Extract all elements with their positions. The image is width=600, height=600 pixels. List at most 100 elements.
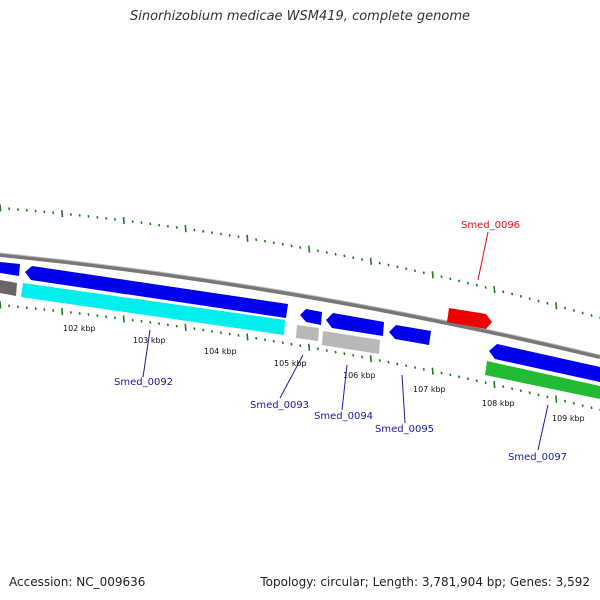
minor-tick	[228, 234, 231, 237]
minor-tick	[255, 336, 258, 340]
minor-tick	[175, 324, 178, 328]
minor-tick	[158, 322, 161, 325]
minor-tick	[422, 271, 425, 275]
minor-tick	[378, 359, 381, 362]
minor-tick	[334, 252, 337, 256]
minor-tick	[405, 364, 408, 368]
minor-tick	[140, 221, 143, 225]
minor-tick	[219, 331, 222, 335]
leader-smed-0096	[477, 231, 489, 281]
minor-tick	[299, 344, 302, 348]
gene-label-smed-0093[interactable]: Smed_0093	[250, 400, 309, 411]
minor-tick	[325, 349, 328, 352]
inner-tick-ring	[0, 301, 600, 412]
major-tick	[0, 301, 2, 309]
gene-arrow-smed-0093-blue[interactable]	[300, 309, 322, 325]
minor-tick	[475, 379, 478, 383]
gene-arrow-grey-left[interactable]	[0, 280, 17, 296]
minor-tick	[413, 269, 417, 273]
major-tick	[431, 367, 434, 375]
minor-tick	[113, 316, 117, 320]
gene-label-smed-0094[interactable]: Smed_0094	[314, 411, 373, 422]
minor-tick	[149, 222, 152, 226]
map-title: Sinorhizobium medicae WSM419, complete g…	[129, 9, 471, 24]
minor-tick	[52, 309, 55, 312]
minor-tick	[440, 371, 443, 375]
gene-arrow-smed-0095[interactable]	[389, 325, 431, 345]
gene-arrow-smed-0093-grey[interactable]	[296, 325, 319, 341]
gene-label-smed-0092[interactable]: Smed_0092	[114, 377, 173, 388]
minor-tick	[413, 366, 417, 369]
major-tick	[493, 286, 496, 294]
gene-arrow-smed-0096[interactable]	[447, 308, 492, 329]
minor-tick	[8, 304, 11, 308]
minor-tick	[166, 323, 169, 327]
minor-tick	[96, 216, 99, 219]
major-tick	[493, 381, 496, 389]
minor-tick	[78, 312, 81, 315]
minor-tick	[272, 339, 275, 343]
minor-tick	[166, 224, 169, 228]
minor-tick	[352, 354, 355, 357]
gene-arrow-smed-0094-blue[interactable]	[326, 313, 384, 336]
minor-tick	[422, 368, 425, 371]
gene-arrow-smed-0092-cyan[interactable]	[21, 283, 285, 335]
gene-label-smed-0095[interactable]: Smed_0095	[375, 424, 434, 435]
major-tick	[246, 333, 249, 341]
scale-label-103kbp: 103 kbp	[133, 336, 166, 345]
minor-tick	[475, 283, 478, 287]
minor-tick	[396, 362, 399, 366]
scale-label-107kbp: 107 kbp	[413, 385, 446, 394]
scale-label-104kbp: 104 kbp	[204, 347, 237, 356]
minor-tick	[131, 318, 134, 322]
minor-tick	[325, 251, 328, 254]
minor-tick	[405, 267, 408, 271]
minor-tick	[237, 235, 240, 239]
minor-tick	[43, 308, 46, 311]
minor-tick	[96, 314, 99, 317]
genome-backbone	[0, 253, 600, 359]
minor-tick	[466, 281, 469, 285]
minor-tick	[69, 311, 72, 314]
minor-tick	[581, 311, 584, 315]
scale-label-106kbp: 106 kbp	[343, 371, 376, 380]
minor-tick	[458, 279, 461, 283]
minor-tick	[590, 406, 593, 410]
gene-label-smed-0097[interactable]: Smed_0097	[508, 452, 567, 463]
major-tick	[431, 271, 434, 279]
leader-smed-0092	[142, 329, 151, 378]
minor-tick	[502, 290, 505, 294]
minor-tick	[519, 294, 522, 298]
major-tick	[246, 234, 249, 242]
minor-tick	[211, 329, 214, 333]
minor-tick	[449, 373, 452, 377]
minor-tick	[43, 210, 46, 214]
major-tick	[308, 343, 311, 351]
minor-tick	[255, 238, 258, 242]
minor-tick	[387, 263, 390, 267]
minor-tick	[16, 305, 19, 309]
genome-summary-text: Topology: circular; Length: 3,781,904 bp…	[260, 575, 590, 589]
minor-tick	[572, 402, 575, 405]
minor-tick	[563, 306, 567, 310]
gene-arrow-smed-0097-green[interactable]	[485, 361, 600, 399]
minor-tick	[361, 258, 364, 261]
minor-tick	[440, 275, 443, 279]
gene-arrow-right-blue[interactable]	[489, 344, 600, 382]
minor-tick	[131, 220, 134, 223]
scale-label-102kbp: 102 kbp	[63, 324, 96, 333]
major-tick	[61, 307, 64, 316]
minor-tick	[202, 328, 205, 332]
gene-arrow-left-edge[interactable]	[0, 262, 20, 276]
leader-smed-0095	[401, 374, 406, 424]
gene-arrow-smed-0094-grey[interactable]	[322, 331, 380, 354]
gene-arrow-smed-0092-blue[interactable]	[25, 266, 288, 318]
major-tick	[0, 204, 2, 212]
minor-tick	[511, 387, 514, 391]
major-tick	[184, 323, 187, 331]
minor-tick	[87, 215, 90, 218]
minor-tick	[352, 256, 355, 260]
minor-tick	[193, 228, 196, 232]
minor-tick	[519, 389, 522, 393]
gene-label-smed-0096[interactable]: Smed_0096	[461, 220, 520, 231]
